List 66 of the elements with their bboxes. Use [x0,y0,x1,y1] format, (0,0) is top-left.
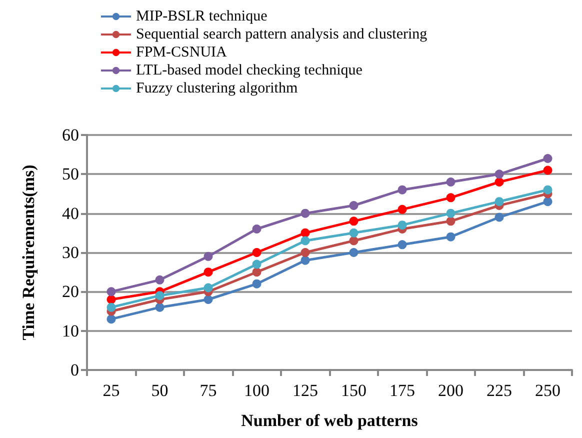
x-tick-label: 100 [244,381,270,400]
point [300,228,310,238]
point [494,170,504,179]
point [204,252,213,261]
point [252,268,262,277]
point [446,232,456,242]
legend-label: Sequential search pattern analysis and clustering [136,26,428,42]
point [398,240,407,250]
point [398,204,407,214]
x-tick-label: 200 [438,381,464,400]
point [543,154,552,163]
point [349,228,358,238]
point [543,197,552,206]
x-tick-label: 125 [292,381,318,400]
point [543,166,552,175]
x-tick-label: 25 [102,381,120,400]
point [300,256,310,265]
point [204,283,213,292]
point [300,248,310,257]
point [300,208,310,218]
y-tick-label: 30 [62,243,79,262]
point [398,185,407,194]
point [398,220,407,230]
y-tick-label: 10 [62,321,79,340]
point [446,193,456,202]
point [349,201,358,210]
y-axis-title: Time Requirements(ms) [19,164,38,340]
point [446,178,456,186]
point [106,302,116,312]
point [349,236,358,246]
y-tick-label: 0 [70,360,79,380]
legend-label: Fuzzy clustering algorithm [136,80,298,96]
y-tick-label: 60 [62,126,79,144]
point [252,260,262,269]
point [155,291,164,300]
point [494,197,504,206]
point [155,275,164,284]
x-tick-label: 150 [341,381,366,400]
point [106,314,116,324]
point [446,216,456,226]
x-tick-label: 175 [390,381,415,400]
point [543,185,552,194]
legend-label: LTL-based model checking technique [136,62,363,78]
point [300,236,310,246]
x-tick-label: 50 [151,381,168,400]
point [204,268,213,277]
point [252,279,262,288]
y-tick-label: 20 [62,282,79,302]
point [349,248,358,257]
y-tick-label: 50 [62,164,79,184]
point [349,216,358,226]
y-tick-label: 40 [62,204,79,223]
x-axis-title: Number of web patterns [241,411,418,430]
legend-label: FPM-CSNUIA [136,44,228,60]
legend-label: MIP-BSLR technique [136,8,268,24]
point [106,287,116,296]
point [494,212,504,222]
point [446,208,456,218]
point [155,302,164,312]
point [252,224,262,234]
point [204,295,213,304]
point [252,248,262,257]
point [494,178,504,186]
x-tick-label: 75 [200,381,217,400]
x-tick-label: 250 [535,381,560,400]
x-tick-label: 225 [486,381,512,400]
